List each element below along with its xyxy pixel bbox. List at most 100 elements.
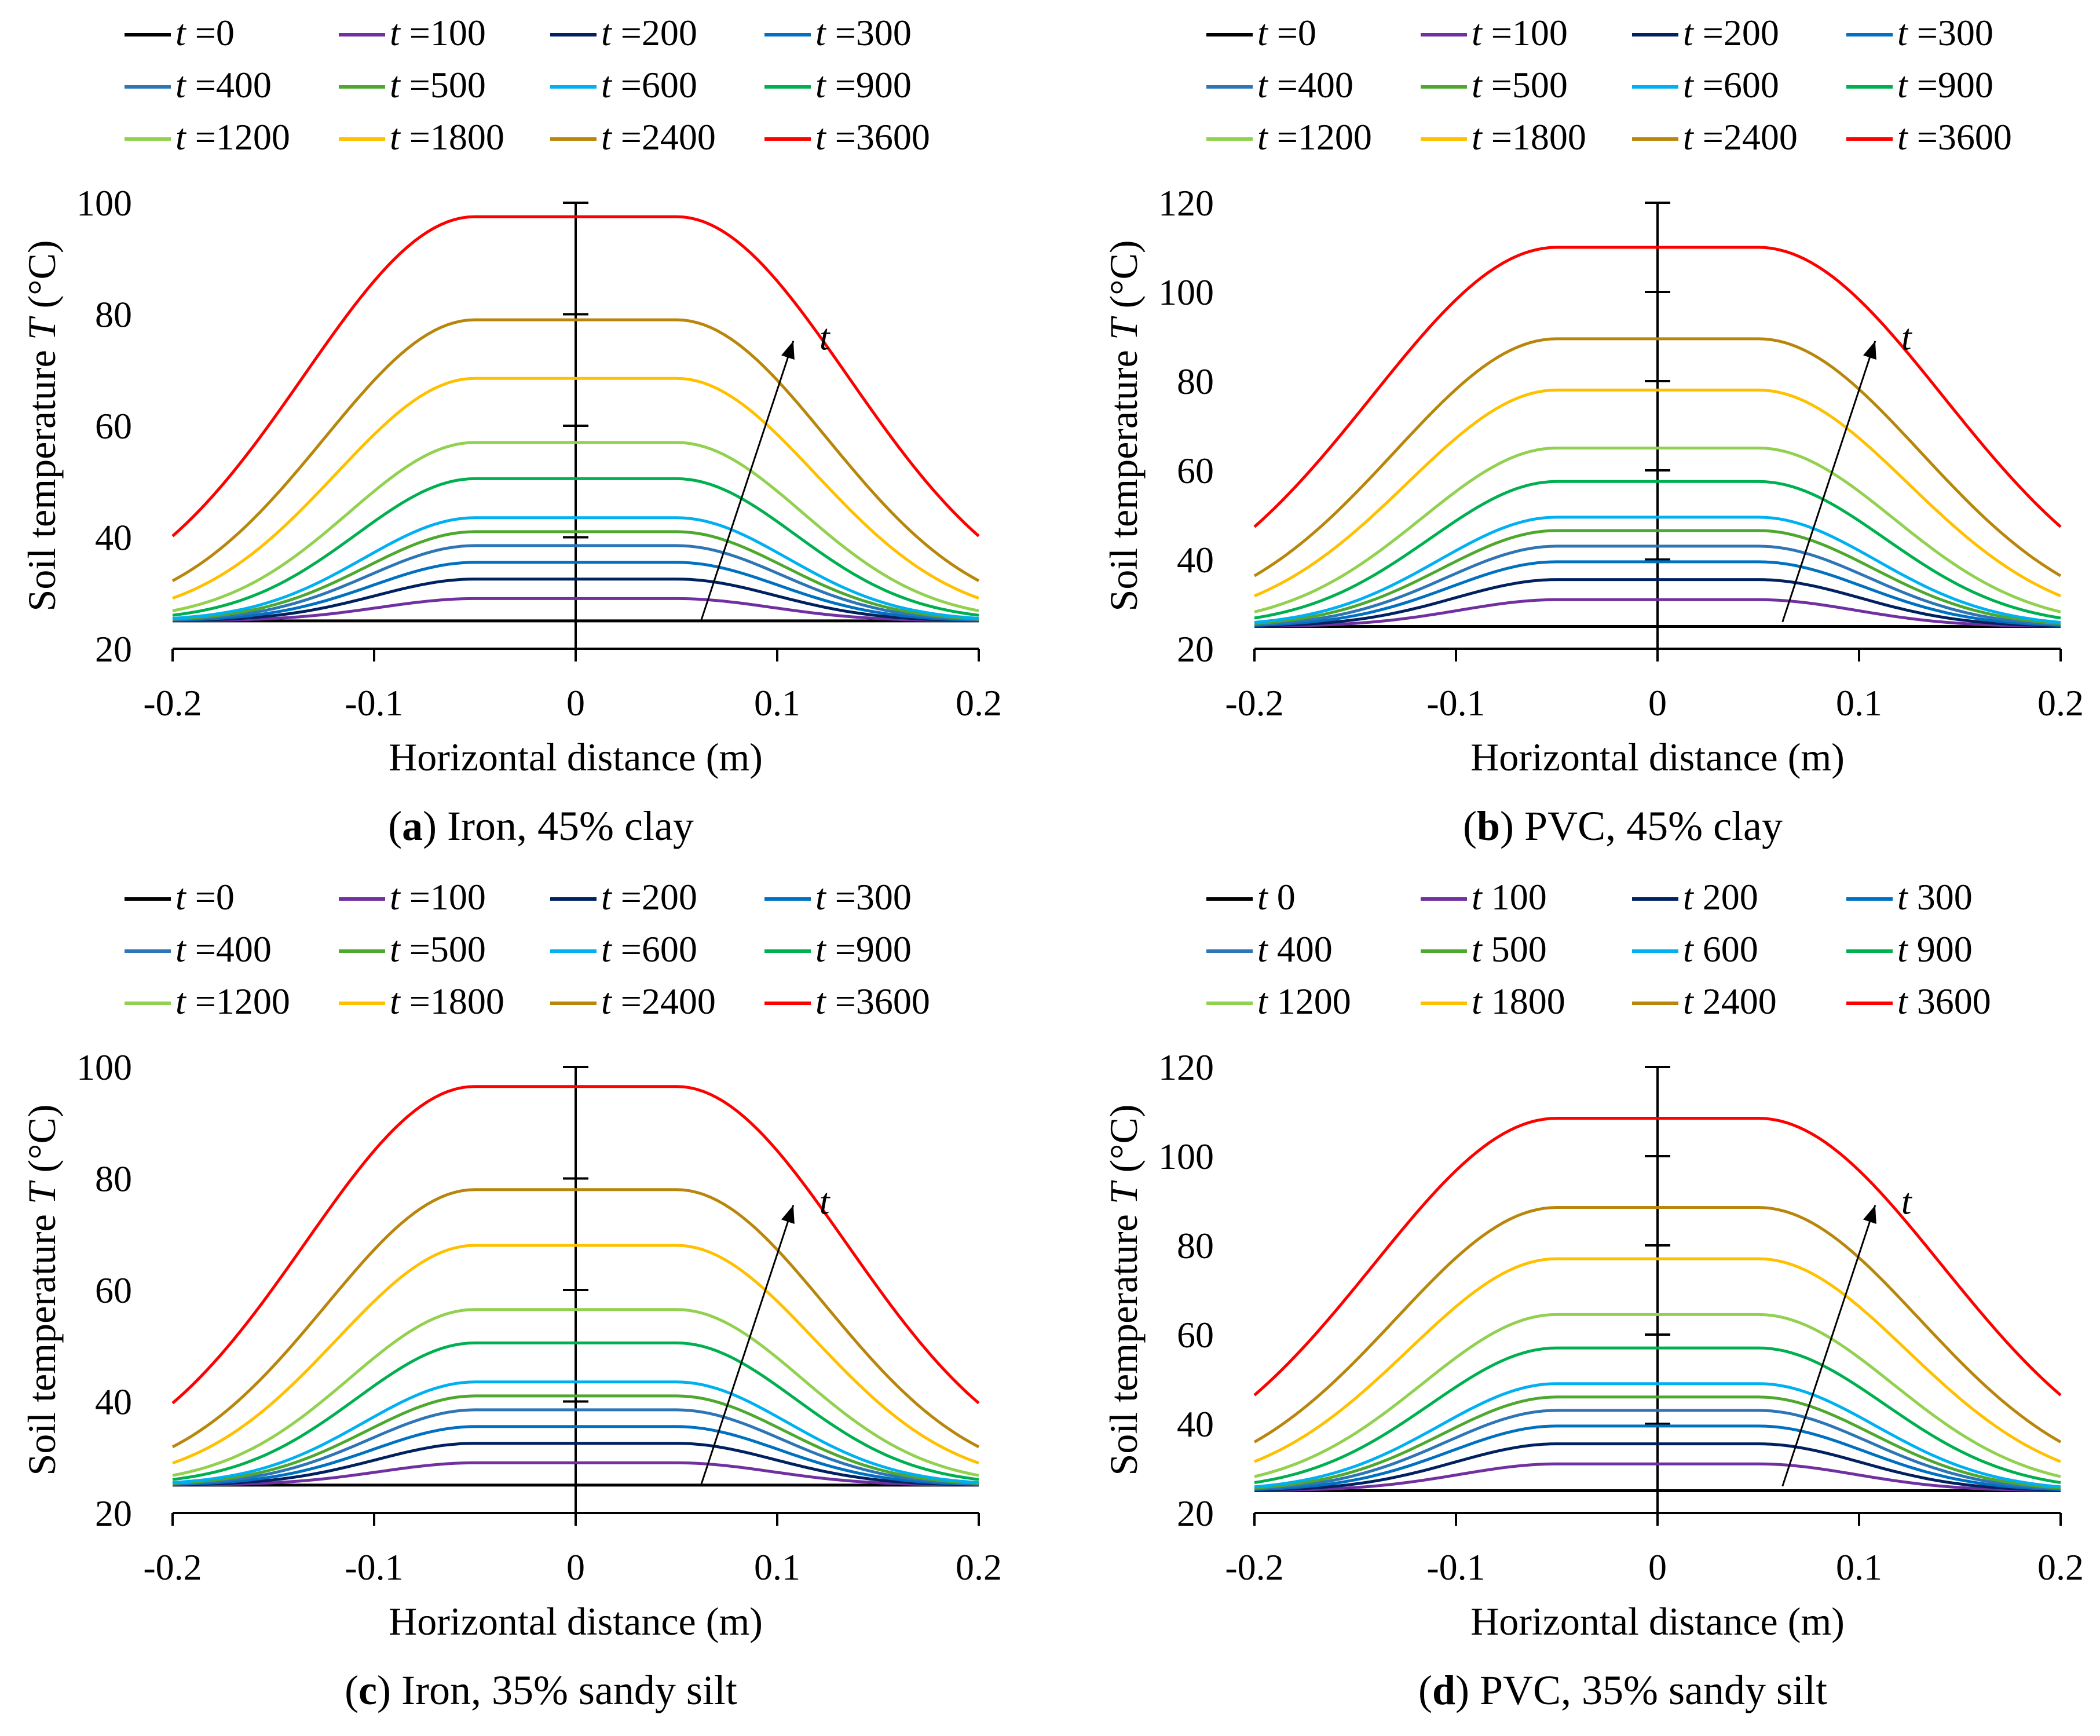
y-tick-label: 120	[1158, 1047, 1214, 1088]
legend-label: t =3600	[815, 116, 930, 158]
legend-label: t =1800	[390, 116, 504, 158]
x-tick-label: 0	[566, 682, 585, 723]
x-tick-label: -0.1	[1426, 1547, 1485, 1588]
legend-label-var: t	[175, 64, 195, 105]
series-line-1800	[172, 1244, 979, 1465]
series-line-400	[172, 1408, 979, 1486]
arrow-line	[1781, 341, 1876, 623]
arrow-head	[781, 341, 795, 360]
legend-label-var: t	[1257, 929, 1277, 970]
y-axis-title: Soil temperature T (°C)	[20, 1105, 64, 1476]
legend-label: t 900	[1897, 929, 1973, 970]
caption-text: ) Iron, 35% sandy silt	[377, 1667, 737, 1713]
x-tick-label: 0.2	[2037, 1547, 2084, 1588]
legend-label-value: =1200	[195, 981, 290, 1022]
legend-label-value: =0	[1277, 12, 1316, 53]
legend-label-value: =0	[195, 876, 235, 918]
y-axis-title-unit: (°C)	[1102, 1105, 1146, 1183]
caption-open: (	[345, 1667, 358, 1713]
legend-label-var: t	[390, 64, 409, 105]
series-line-600	[172, 516, 979, 620]
series-line-100	[173, 1461, 979, 1487]
y-axis-title-unit: (°C)	[1102, 240, 1146, 319]
legend-label-value: =1800	[1491, 116, 1586, 158]
legend-label: t =1200	[175, 981, 290, 1022]
y-axis-title-var: T	[1102, 1180, 1146, 1204]
y-tick-label: 60	[95, 405, 132, 447]
legend-label: t 100	[1472, 876, 1547, 918]
legend-label: t =0	[175, 12, 235, 53]
series-line-500	[172, 1394, 979, 1485]
x-tick-label: 0.2	[2037, 682, 2084, 723]
legend-label-value: =3600	[835, 116, 930, 158]
series-line-900	[1254, 1346, 2061, 1484]
arrow-head	[1863, 1205, 1876, 1224]
panel-caption: (c) Iron, 35% sandy silt	[345, 1667, 737, 1713]
legend-label: t 200	[1683, 876, 1758, 918]
legend-label-var: t	[1897, 981, 1917, 1022]
legend-label-value: =100	[409, 876, 486, 918]
legend-label: t 3600	[1897, 981, 1991, 1022]
x-tick-label: 0.2	[956, 1547, 1002, 1588]
x-tick-label: -0.1	[345, 682, 403, 723]
legend-label-value: =1200	[1277, 116, 1372, 158]
legend-label-var: t	[1257, 876, 1277, 918]
series-line-300	[172, 1425, 979, 1486]
series-line-400	[1254, 1409, 2061, 1490]
legend-label-value: =200	[621, 876, 697, 918]
y-tick-label: 60	[1177, 450, 1214, 491]
y-tick-label: 40	[95, 1382, 132, 1423]
y-tick-label: 80	[95, 294, 132, 335]
legend-label-value: =2400	[621, 981, 716, 1022]
legend-label-var: t	[1472, 116, 1491, 158]
series-line-3600	[1253, 246, 2062, 528]
series-line-1200	[172, 441, 979, 612]
y-tick-label: 40	[1177, 1404, 1214, 1445]
legend-label-var: t	[1472, 64, 1491, 105]
y-axis-title-var: T	[20, 1180, 64, 1204]
y-tick-label: 20	[95, 1493, 132, 1534]
caption-open: (	[388, 803, 402, 849]
legend-label-var: t	[1257, 64, 1277, 105]
legend-label-var: t	[601, 116, 621, 158]
legend-label: t 1200	[1257, 981, 1351, 1022]
legend-label-value: =300	[1917, 12, 1993, 53]
legend-label-var: t	[175, 876, 195, 918]
y-tick-label: 120	[1158, 182, 1214, 224]
legend-label-var: t	[175, 116, 195, 158]
legend-label-var: t	[1897, 12, 1917, 53]
legend-label-value: =300	[835, 876, 912, 918]
y-tick-label: 80	[1177, 361, 1214, 402]
legend-label-var: t	[1897, 876, 1917, 918]
x-tick-label: -0.2	[143, 682, 202, 723]
legend-label-value: 0	[1277, 876, 1296, 918]
legend-label: t 1800	[1472, 981, 1565, 1022]
legend-label-value: 900	[1917, 929, 1973, 970]
legend-label: t 300	[1897, 876, 1973, 918]
legend-label-value: =900	[835, 64, 912, 105]
series-line-100	[173, 597, 979, 623]
series-line-1800	[1254, 1257, 2061, 1463]
legend-label-value: =400	[195, 64, 272, 105]
legend-label-var: t	[390, 12, 409, 53]
x-tick-label: -0.2	[1225, 682, 1283, 723]
legend-label: t =900	[1897, 64, 1993, 105]
series-line-500	[1254, 1395, 2061, 1490]
legend-label: t =3600	[1897, 116, 2012, 158]
y-tick-label: 100	[1158, 1136, 1214, 1177]
series-line-1200	[172, 1308, 979, 1477]
y-axis-title-text: Soil temperature	[20, 1204, 64, 1475]
series-line-400	[172, 544, 979, 622]
legend-label-var: t	[601, 981, 621, 1022]
legend-label-var: t	[1683, 12, 1703, 53]
y-tick-label: 20	[1177, 628, 1214, 670]
y-axis-title-text: Soil temperature	[20, 340, 64, 611]
legend-label: t =900	[815, 929, 912, 970]
legend-label-value: 600	[1703, 929, 1758, 970]
legend-label-value: =1800	[409, 116, 504, 158]
arrow-line	[700, 341, 795, 623]
legend-label-var: t	[1897, 929, 1917, 970]
legend-label-var: t	[1683, 981, 1703, 1022]
